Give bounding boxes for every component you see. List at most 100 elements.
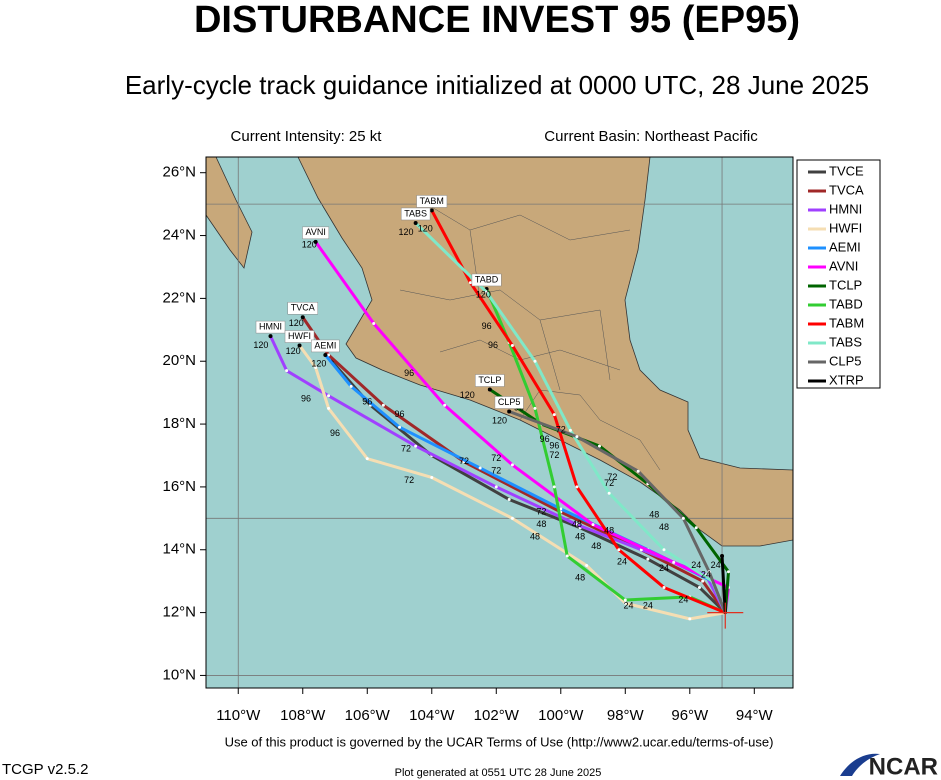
- track-point: [510, 463, 514, 467]
- y-tick-label: 12°N: [162, 604, 196, 621]
- track-point: [585, 563, 589, 567]
- track-point: [313, 239, 318, 244]
- track-point: [646, 557, 650, 561]
- state-borders: [399, 199, 661, 471]
- model-label: HMNI: [255, 320, 286, 334]
- x-tick-label: 102°W: [474, 707, 520, 724]
- track-point: [297, 343, 302, 348]
- track-point: [552, 485, 556, 489]
- track-point: [381, 403, 385, 407]
- y-tick-label: 18°N: [162, 415, 196, 432]
- y-tick-label: 10°N: [162, 666, 196, 683]
- ncar-logo-mark: [840, 753, 880, 776]
- track-point: [507, 497, 511, 501]
- track-point: [701, 579, 705, 583]
- y-tick-label: 16°N: [162, 478, 196, 495]
- forecast-hour-label: 96: [330, 428, 340, 438]
- forecast-hour-label: 24: [659, 563, 669, 573]
- version: TCGP v2.5.2: [2, 761, 88, 778]
- track-line: [414, 221, 727, 615]
- track-point: [672, 560, 676, 564]
- model-label: TABS: [400, 207, 431, 221]
- track-point: [533, 406, 537, 410]
- track-point: [349, 384, 353, 388]
- track-point: [398, 425, 402, 429]
- forecast-hour-label: 72: [556, 425, 566, 435]
- forecast-hour-label: 24: [678, 594, 688, 604]
- forecast-hour-label: 48: [649, 510, 659, 520]
- title: DISTURBANCE INVEST 95 (EP95): [194, 0, 800, 41]
- track-point: [591, 523, 595, 527]
- track-point: [365, 457, 369, 461]
- track-point: [487, 387, 492, 392]
- forecast-hour-label: 96: [488, 340, 498, 350]
- forecast-hour-label: 48: [659, 522, 669, 532]
- legend-label: XTRP: [829, 372, 864, 387]
- x-tick-label: 96°W: [671, 707, 709, 724]
- x-tick-label: 100°W: [538, 707, 584, 724]
- forecast-hour-label: 120: [286, 346, 301, 356]
- track-point: [414, 444, 418, 448]
- model-label-text: AEMI: [314, 340, 336, 350]
- track-point: [314, 366, 318, 370]
- map-frame: [205, 156, 794, 689]
- forecast-hour-label: 72: [607, 472, 617, 482]
- x-tick-label: 98°W: [607, 707, 645, 724]
- legend-label: HMNI: [829, 201, 862, 216]
- forecast-hour-label: 24: [711, 560, 721, 570]
- track-point: [565, 554, 569, 558]
- forecast-hour-label: 48: [536, 519, 546, 529]
- forecast-hour-label: 24: [617, 557, 627, 567]
- legend-box: [796, 159, 881, 389]
- legend-label: TABD: [829, 296, 863, 311]
- forecast-hour-label: 72: [549, 450, 559, 460]
- model-label: CLP5: [494, 396, 524, 409]
- model-label-box: [400, 207, 431, 221]
- track-point: [327, 406, 331, 410]
- forecast-hour-label: 72: [491, 466, 501, 476]
- track-point: [468, 281, 472, 285]
- model-label: AVNI: [302, 226, 330, 240]
- x-tick-label: 106°W: [345, 707, 391, 724]
- track-point: [694, 526, 698, 530]
- model-label-text: AVNI: [305, 227, 325, 237]
- track-point: [552, 413, 556, 417]
- y-tick-label: 14°N: [162, 541, 196, 558]
- track-point: [662, 548, 666, 552]
- track-point: [268, 334, 273, 339]
- legend: TVCE TVCA HMNI HWFI AEMI AVNI TCLP TABD TABM TABS…: [796, 159, 881, 389]
- forecast-hour-label: 48: [591, 541, 601, 551]
- terms-of-use: Use of this product is governed by the U…: [225, 734, 774, 749]
- track-point: [285, 369, 289, 373]
- model-label-box: [284, 330, 315, 343]
- legend-label: TABM: [829, 315, 864, 330]
- track-point: [597, 444, 601, 448]
- model-label-text: TCLP: [478, 375, 501, 385]
- track-point: [726, 570, 730, 574]
- grid: [206, 157, 793, 688]
- legend-label: AEMI: [829, 239, 861, 254]
- forecast-hour-label: 48: [575, 572, 585, 582]
- track-point: [568, 428, 572, 432]
- legend-label: AVNI: [829, 258, 858, 273]
- track-point: [300, 315, 305, 320]
- track-line: [298, 344, 727, 621]
- model-label-text: HWFI: [288, 331, 311, 341]
- track-point: [575, 435, 579, 439]
- track-line: [485, 287, 727, 615]
- forecast-hour-label: 48: [604, 525, 614, 535]
- land: [206, 157, 793, 547]
- model-label-box: [471, 273, 502, 287]
- track-point: [575, 485, 579, 489]
- forecast-hour-label: 48: [530, 532, 540, 542]
- y-tick-label: 26°N: [162, 164, 196, 181]
- forecast-hour-label: 72: [491, 453, 501, 463]
- forecast-hour-label: 120: [476, 290, 491, 300]
- model-label-box: [287, 301, 319, 315]
- track-point: [617, 548, 621, 552]
- track-point: [478, 466, 482, 470]
- forecast-hour-label: 48: [575, 532, 585, 542]
- legend-label: TVCE: [829, 163, 864, 178]
